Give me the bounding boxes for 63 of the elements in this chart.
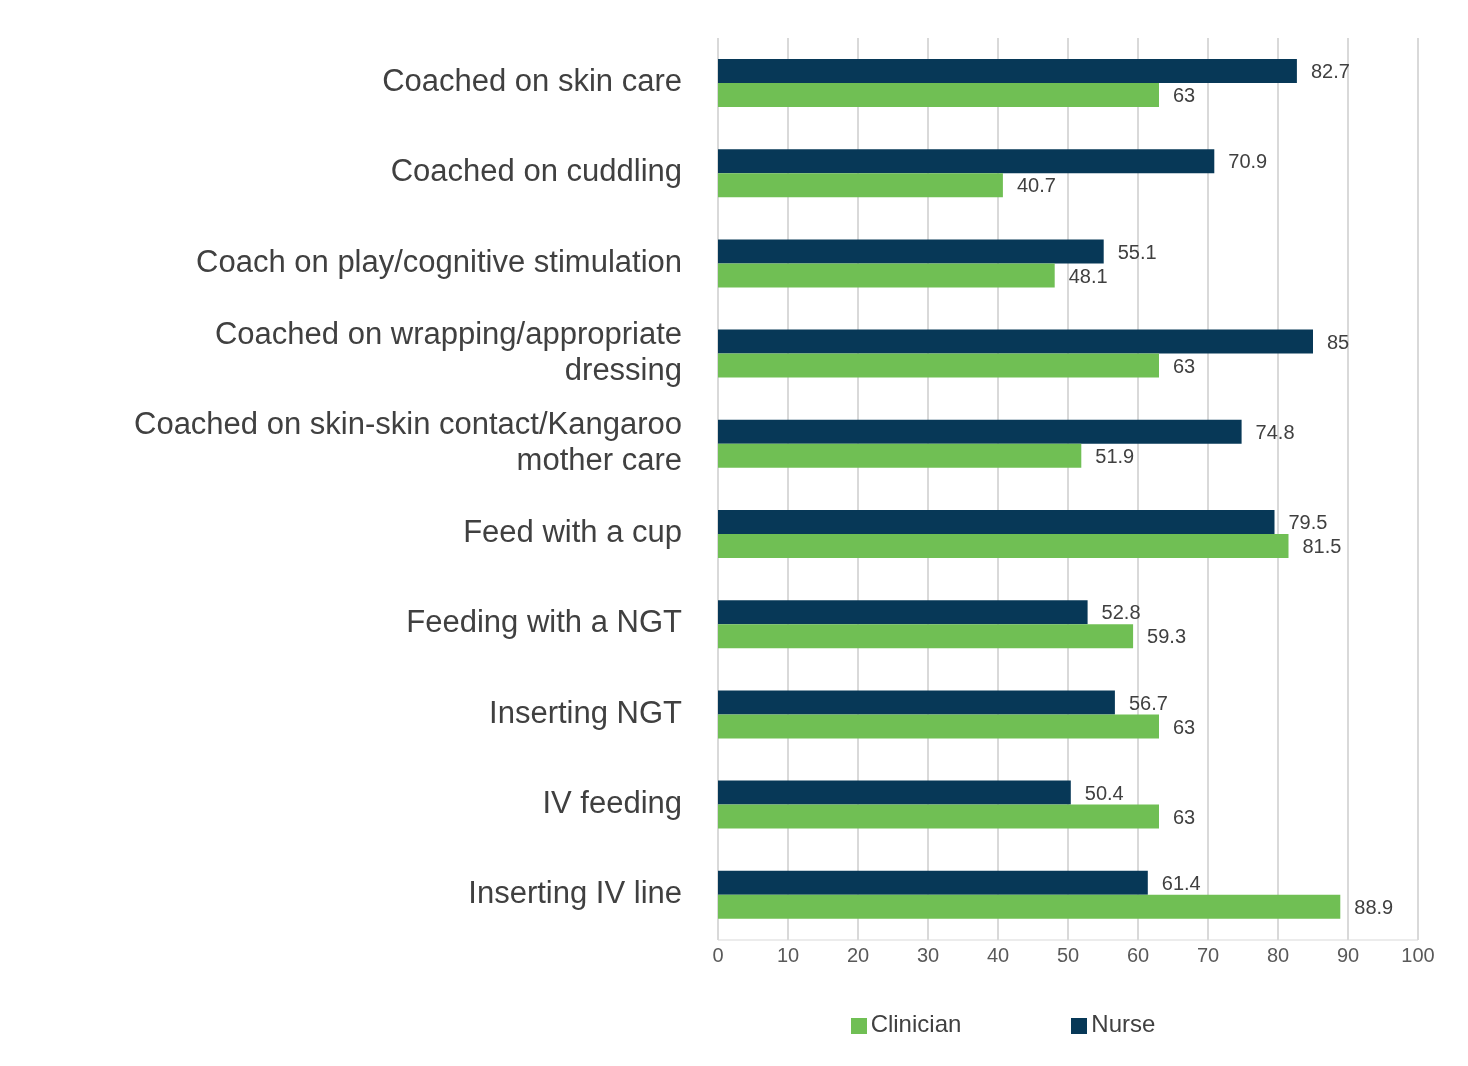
x-tick-label: 30	[916, 944, 940, 967]
data-label: 88.9	[1354, 895, 1394, 918]
data-label: 70.9	[1228, 150, 1268, 173]
bar	[718, 894, 1341, 919]
bar	[718, 870, 1148, 895]
data-label: 51.9	[1095, 444, 1135, 467]
bar	[718, 353, 1159, 378]
y-tick-label: Feed with a cup	[463, 514, 682, 550]
bar	[718, 690, 1115, 715]
bar	[718, 443, 1082, 468]
y-tick-label: Coached on skin care	[382, 63, 682, 99]
y-tick-label: Inserting IV line	[468, 875, 682, 911]
y-tick-label: Coached on wrapping/appropriate dressing	[214, 315, 682, 387]
x-tick-label: 50	[1056, 944, 1080, 967]
bar	[718, 329, 1313, 354]
y-tick-label: Coached on skin-skin contact/Kangaroo mother care	[134, 406, 682, 478]
data-label: 52.8	[1101, 601, 1141, 624]
data-label: 40.7	[1016, 174, 1056, 197]
bar	[718, 149, 1215, 174]
x-tick-label: 100	[1401, 944, 1435, 967]
y-tick-label: Coach on play/cognitive stimulation	[196, 243, 682, 279]
x-tick-label: 10	[776, 944, 800, 967]
bar	[718, 83, 1159, 107]
legend-label: Nurse	[1091, 1010, 1156, 1037]
bar	[718, 419, 1242, 444]
data-label: 56.7	[1128, 691, 1168, 714]
bar	[718, 59, 1297, 83]
data-label: 74.8	[1255, 420, 1295, 443]
x-tick-label: 20	[846, 944, 870, 967]
data-label: 55.1	[1117, 240, 1157, 263]
data-label: 79.5	[1288, 511, 1328, 534]
bar	[718, 624, 1134, 649]
data-label: 61.4	[1161, 871, 1201, 894]
x-tick-label: 80	[1266, 944, 1290, 967]
x-tick-label: 0	[712, 944, 724, 967]
bar	[718, 173, 1003, 198]
y-tick-label: Coached on cuddling	[390, 153, 682, 189]
bar	[718, 263, 1055, 288]
x-tick-label: 40	[986, 944, 1010, 967]
x-tick-label: 70	[1196, 944, 1220, 967]
x-tick-label: 90	[1336, 944, 1360, 967]
data-label: 63	[1173, 715, 1196, 738]
bar	[718, 510, 1275, 534]
bar	[718, 804, 1159, 829]
data-label: 82.7	[1310, 60, 1350, 83]
data-label: 63	[1173, 354, 1196, 377]
legend-label: Clinician	[870, 1010, 962, 1037]
bar	[718, 600, 1088, 625]
bar	[718, 239, 1104, 264]
y-tick-label: Inserting NGT	[489, 694, 683, 730]
bar	[718, 780, 1071, 805]
data-label: 59.3	[1147, 625, 1187, 648]
data-label: 63	[1173, 805, 1196, 828]
data-label: 48.1	[1068, 264, 1108, 287]
data-label: 50.4	[1084, 781, 1124, 804]
data-label: 63	[1173, 84, 1196, 107]
x-tick-label: 60	[1126, 944, 1150, 967]
data-label: 81.5	[1302, 535, 1342, 558]
data-label: 85	[1327, 330, 1350, 353]
y-tick-label: IV feeding	[542, 784, 682, 820]
bar	[718, 714, 1159, 739]
bar	[718, 534, 1289, 558]
y-tick-label: Feeding with a NGT	[406, 604, 683, 640]
